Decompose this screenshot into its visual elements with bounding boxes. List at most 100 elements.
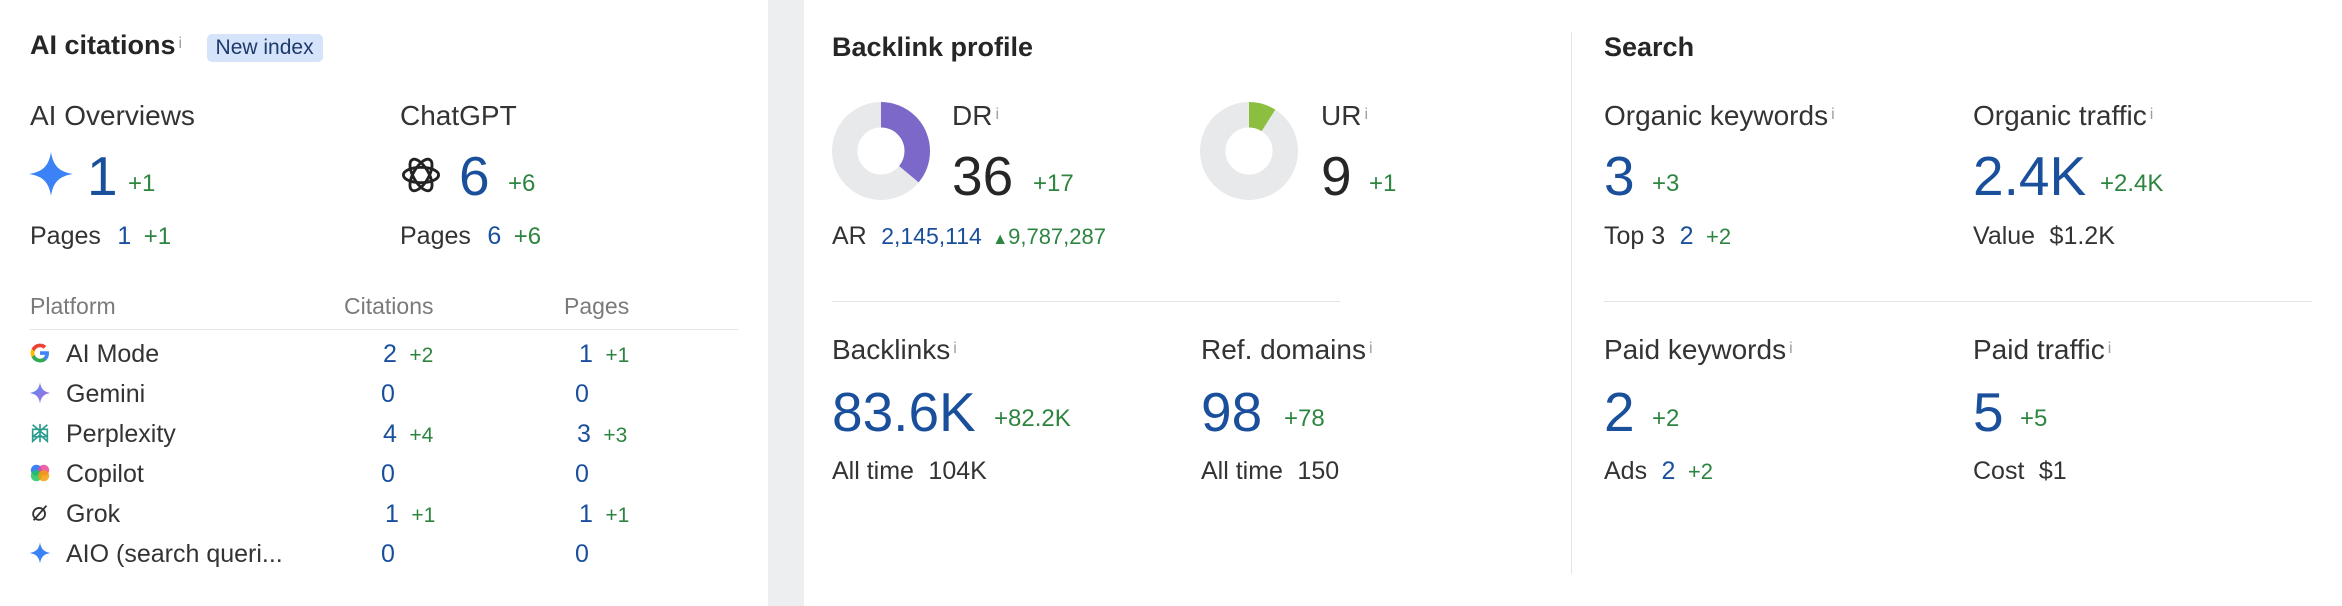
citations-value[interactable]: 2	[383, 340, 397, 368]
backlinks-delta: +82.2K	[994, 405, 1071, 432]
chatgpt-label[interactable]: ChatGPT	[400, 100, 517, 131]
ref-domains-label[interactable]: Ref. domains	[1201, 334, 1366, 365]
ads-delta: +2	[1687, 459, 1713, 484]
pages-value[interactable]: 0	[575, 540, 589, 568]
ai-overviews-label[interactable]: AI Overviews	[30, 100, 195, 131]
paid-keywords-value[interactable]: 2	[1604, 381, 1635, 443]
top3-row: Top 3 2 +2	[1604, 222, 1731, 251]
pages-delta: +1	[143, 223, 172, 250]
ur-label[interactable]: UR	[1321, 100, 1362, 131]
chatgpt-delta: +6	[508, 170, 536, 197]
organic-traffic-label[interactable]: Organic traffic	[1973, 100, 2147, 131]
organic-traffic-value[interactable]: 2.4K	[1973, 145, 2087, 207]
platform-name[interactable]: Gemini	[66, 380, 146, 408]
citations-value[interactable]: 4	[383, 420, 397, 448]
paid-traffic-label[interactable]: Paid traffic	[1973, 334, 2105, 365]
paid-traffic-value[interactable]: 5	[1973, 381, 2004, 443]
pages-delta: +1	[605, 504, 630, 527]
pages-value[interactable]: 0	[575, 380, 589, 408]
citations-value[interactable]: 0	[381, 380, 395, 408]
ref-domains-all-time: All time 150	[1201, 457, 1339, 486]
info-icon[interactable]: i	[953, 339, 957, 357]
platform-name[interactable]: Perplexity	[66, 420, 176, 448]
table-header-divider	[30, 329, 738, 330]
organic-keywords-value[interactable]: 3	[1604, 145, 1635, 207]
ar-value[interactable]: 2,145,114	[881, 223, 982, 249]
triangle-up-icon: ▲	[992, 231, 1009, 248]
organic-traffic-label-row: Organic traffic i	[1973, 100, 2153, 132]
info-icon[interactable]: i	[1789, 339, 1793, 357]
citations-value[interactable]: 0	[381, 460, 395, 488]
search-divider	[1604, 301, 2312, 302]
dr-donut-arc	[832, 102, 930, 200]
paid-keywords-label-row: Paid keywords i	[1604, 334, 1793, 366]
ar-delta: ▲9,787,287	[992, 224, 1106, 249]
pages-value[interactable]: 6	[487, 222, 502, 250]
top3-value[interactable]: 2	[1679, 222, 1694, 250]
platform-name[interactable]: Copilot	[66, 460, 144, 488]
chatgpt-value[interactable]: 6	[459, 145, 490, 207]
backlinks-all-time: All time 104K	[832, 457, 987, 486]
info-icon[interactable]: i	[1368, 339, 1373, 357]
info-icon[interactable]: i	[2149, 105, 2154, 123]
pages-value[interactable]: 1	[579, 340, 593, 368]
info-icon[interactable]: i	[1831, 105, 1835, 123]
pages-value[interactable]: 1	[579, 500, 593, 528]
citations-delta: +2	[409, 344, 434, 367]
platform-name[interactable]: Grok	[66, 500, 121, 528]
platform-name[interactable]: AI Mode	[66, 340, 160, 368]
pages-cell: 3 +3	[577, 420, 627, 449]
info-icon[interactable]: i	[995, 105, 1000, 123]
pages-value[interactable]: 1	[117, 222, 132, 250]
section-divider	[1571, 32, 1572, 574]
ai-overviews-value[interactable]: 1	[87, 145, 118, 207]
top3-delta: +2	[1705, 224, 1732, 249]
ur-donut-arc	[1200, 102, 1298, 200]
platform-header[interactable]: Platform	[30, 293, 116, 319]
aio-sparkle-icon	[28, 541, 52, 565]
backlink-divider	[832, 301, 1340, 302]
dr-label-row: DR i	[952, 100, 999, 132]
info-icon[interactable]: i	[178, 34, 183, 52]
organic-keywords-label[interactable]: Organic keywords	[1604, 100, 1829, 131]
search-title: Search	[1604, 32, 1695, 62]
paid-keywords-label[interactable]: Paid keywords	[1604, 334, 1787, 365]
ai-overviews-sparkle-icon	[28, 151, 74, 197]
info-icon[interactable]: i	[1364, 105, 1369, 123]
pages-header[interactable]: Pages	[564, 293, 630, 319]
backlinks-label-row: Backlinks i	[832, 334, 957, 366]
pages-delta: +1	[605, 344, 630, 367]
citations-value[interactable]: 1	[385, 500, 399, 528]
pages-cell: 1 +1	[579, 340, 629, 369]
dr-delta: +17	[1033, 170, 1074, 197]
ur-donut-chart[interactable]	[1200, 102, 1298, 200]
backlinks-label[interactable]: Backlinks	[832, 334, 951, 365]
pages-value[interactable]: 3	[577, 420, 591, 448]
citations-delta: +1	[411, 504, 436, 527]
top3-label: Top 3	[1604, 222, 1666, 250]
info-icon[interactable]: i	[2107, 339, 2112, 357]
citations-value[interactable]: 0	[381, 540, 395, 568]
ar-row: AR 2,145,114 ▲9,787,287	[832, 222, 1106, 251]
ai-citations-panel: AI citations i New index AI Overviews 1 +…	[0, 0, 768, 606]
citations-delta: +4	[409, 424, 434, 447]
organic-keywords-delta: +3	[1652, 170, 1680, 197]
gemini-sparkle-icon	[28, 381, 52, 405]
ads-value[interactable]: 2	[1661, 457, 1676, 485]
all-time-label: All time	[1201, 457, 1283, 485]
citations-cell: 1 +1	[385, 500, 435, 529]
paid-traffic-delta: +5	[2020, 405, 2048, 432]
all-time-value: 150	[1297, 457, 1340, 485]
dr-donut-chart[interactable]	[832, 102, 930, 200]
pages-value[interactable]: 0	[575, 460, 589, 488]
ref-domains-label-row: Ref. domains i	[1201, 334, 1373, 366]
ref-domains-value[interactable]: 98	[1201, 381, 1263, 443]
backlinks-value[interactable]: 83.6K	[832, 381, 976, 443]
ai-overviews-pages: Pages 1 +1	[30, 222, 171, 251]
platform-name[interactable]: AIO (search queri...	[66, 540, 283, 568]
ai-citations-title: AI citations	[30, 30, 176, 60]
all-time-label: All time	[832, 457, 914, 485]
dr-label[interactable]: DR	[952, 100, 993, 131]
citations-header[interactable]: Citations	[344, 293, 434, 319]
all-time-value: 104K	[928, 457, 987, 485]
